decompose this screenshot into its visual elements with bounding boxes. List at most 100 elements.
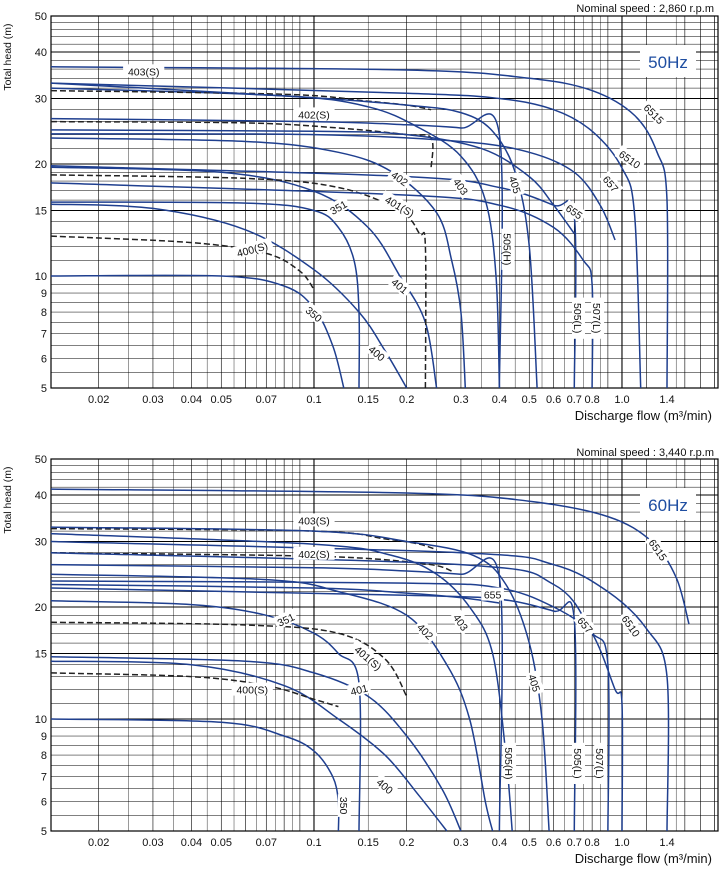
frequency-badge-bg-50hz (640, 45, 696, 77)
frequency-label-60hz: 60Hz (648, 496, 688, 515)
curve-label: 400(S) (230, 237, 274, 261)
curve-label: 402(S) (293, 107, 335, 121)
curve-label-bg (449, 173, 474, 200)
curve-label: 400(S) (231, 682, 273, 697)
x-tick-label: 1.0 (614, 837, 629, 849)
curve-label: 505(H) (502, 742, 517, 785)
x-tick-label: 0.07 (256, 837, 277, 849)
x-tick-label: 1.4 (659, 394, 674, 406)
speed-text-60hz: Nominal speed : 3,440 r.p.m (576, 447, 714, 459)
curve-label-text: 405 (525, 673, 542, 694)
series-line-505l (50, 587, 577, 832)
y-tick-label: 20 (35, 602, 47, 614)
curve-label-bg (481, 587, 504, 601)
curve-label-bg (572, 297, 585, 339)
curve-label: 403 (449, 609, 474, 635)
curve-label-text: 403(S) (298, 515, 330, 527)
y-tick-label: 50 (35, 454, 47, 466)
series-line-505h (50, 557, 503, 832)
curve-label-bg (525, 670, 545, 696)
curve-label: 505(L) (571, 297, 585, 339)
curve-label-bg (293, 546, 335, 560)
curve-label-text: 505(H) (502, 747, 514, 779)
curve-label-text: 507(L) (593, 748, 605, 778)
x-tick-label: 0.7 (567, 837, 582, 849)
x-tick-label: 0.8 (584, 837, 599, 849)
curve-label-bg (272, 608, 299, 630)
curve-label: 400 (364, 340, 391, 366)
curve-label-text: 655 (484, 590, 502, 602)
x-tick-label: 0.05 (211, 837, 232, 849)
curve-label-bg (337, 794, 351, 817)
series-line-350 (50, 274, 345, 389)
series-line-400s (50, 672, 339, 708)
y-tick-label: 8 (41, 750, 47, 762)
curve-label-text: 505(L) (571, 748, 583, 778)
curve-label-text: 403(S) (128, 66, 160, 78)
curve-label-bg (572, 742, 585, 785)
curve-label-text: 405 (506, 175, 523, 196)
y-tick-label: 5 (41, 383, 47, 395)
series-line-400 (50, 660, 448, 832)
x-tick-label: 0.6 (546, 394, 561, 406)
curve-label-bg (293, 513, 335, 527)
x-tick-label: 0.07 (256, 394, 277, 406)
curve-label: 351 (325, 195, 352, 219)
chart-50hz: Nominal speed : 2,860 r.p.m Total head (… (2, 3, 719, 423)
curve-label-bg (506, 171, 526, 198)
x-tick-label: 0.5 (522, 394, 537, 406)
y-tick-label: 40 (35, 490, 47, 502)
x-tick-label: 1.0 (614, 394, 629, 406)
y-tick-label: 8 (41, 307, 47, 319)
curve-label-bg (231, 682, 273, 696)
curve-label: 403 (449, 173, 474, 200)
curve-label-bg (325, 195, 352, 219)
curve-label: 657 (598, 170, 624, 197)
series-line-402s (50, 551, 452, 572)
curve-label-bg (598, 170, 624, 197)
y-tick-label: 10 (35, 271, 47, 283)
plot-frame (50, 15, 719, 389)
series-line-401s (50, 621, 408, 697)
chart-60hz: Nominal speed : 3,440 r.p.m Total head (… (2, 447, 719, 866)
curve-label-bg (378, 189, 422, 222)
curve-label-bg (123, 64, 165, 78)
curve-label-text: 401 (349, 682, 369, 698)
x-tick-label: 0.15 (358, 394, 379, 406)
series-line-505h (50, 113, 503, 389)
curve-label-bg (644, 533, 673, 566)
series-line-505l (50, 164, 577, 389)
curve-label-bg (301, 301, 328, 326)
curve-label: 402 (387, 166, 414, 190)
curve-label: 505(L) (571, 742, 585, 785)
x-tick-label: 0.7 (567, 394, 582, 406)
x-tick-label: 0.3 (453, 837, 468, 849)
series-line-403s (50, 89, 432, 111)
x-tick-label: 1.4 (659, 837, 674, 849)
x-tick-label: 0.5 (522, 837, 537, 849)
y-tick-label: 20 (35, 159, 47, 171)
curve-label: 6510 (614, 145, 646, 173)
curve-label-bg (387, 273, 413, 298)
curve-label-bg (293, 107, 335, 121)
curve-label: 655 (481, 587, 504, 602)
curve-label: 403(S) (293, 513, 335, 527)
series-line-402 (50, 573, 494, 832)
series-line-6515 (50, 488, 690, 625)
curve-label: 6515 (639, 98, 670, 129)
x-axis-label-60hz: Discharge flow (m³/min) (575, 851, 712, 866)
x-tick-label: 0.04 (181, 837, 202, 849)
series-line-405 (50, 82, 538, 389)
curve-label-bg (413, 618, 439, 644)
curve-label-bg (372, 773, 399, 798)
curve-label-bg (639, 98, 670, 129)
curve-label-bg (561, 199, 588, 223)
curve-label-bg (364, 340, 391, 366)
frequency-badge-bg-60hz (640, 488, 696, 520)
curve-label: 507(L) (590, 297, 605, 339)
x-tick-label: 0.15 (358, 837, 379, 849)
y-tick-label: 10 (35, 714, 47, 726)
curve-label-bg (614, 145, 646, 173)
y-tick-label: 15 (35, 206, 47, 218)
